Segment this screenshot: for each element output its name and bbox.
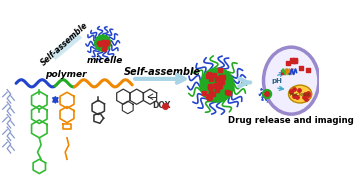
Point xyxy=(209,84,215,87)
Point xyxy=(208,91,214,94)
Point xyxy=(214,83,220,86)
Point xyxy=(201,92,207,95)
Point xyxy=(208,77,213,80)
Point xyxy=(207,72,212,75)
Point xyxy=(214,89,220,92)
Point xyxy=(291,87,297,90)
Text: Self-assemble: Self-assemble xyxy=(39,21,90,67)
Point xyxy=(298,67,304,70)
Point xyxy=(301,96,307,99)
Point xyxy=(104,42,110,45)
Point xyxy=(96,42,101,45)
Point xyxy=(302,92,308,95)
Text: polymer: polymer xyxy=(45,70,87,79)
Point xyxy=(292,94,298,97)
Point xyxy=(292,94,297,98)
Point xyxy=(97,43,102,46)
Point xyxy=(290,59,295,62)
Point xyxy=(101,40,106,43)
Text: DOX: DOX xyxy=(152,101,170,110)
Text: Drug release and imaging: Drug release and imaging xyxy=(228,116,354,125)
Point xyxy=(280,70,286,74)
Point xyxy=(305,68,311,71)
Point xyxy=(226,92,232,95)
Point xyxy=(218,76,223,79)
Point xyxy=(217,80,223,83)
Point xyxy=(217,69,223,72)
Point xyxy=(292,58,298,61)
Point xyxy=(213,83,219,86)
Point xyxy=(219,80,225,83)
Point xyxy=(288,91,294,94)
Point xyxy=(206,94,211,97)
Text: Self-assemble: Self-assemble xyxy=(124,67,201,77)
Point xyxy=(211,74,217,77)
Point xyxy=(296,89,302,92)
Point xyxy=(215,84,220,87)
Point xyxy=(100,42,105,45)
Point xyxy=(205,75,211,78)
Point xyxy=(102,43,108,46)
Circle shape xyxy=(95,35,111,51)
Point xyxy=(104,41,109,44)
Point xyxy=(295,95,300,98)
Ellipse shape xyxy=(288,85,312,103)
Point xyxy=(288,89,294,92)
Point xyxy=(215,83,220,86)
Point xyxy=(211,92,216,95)
Point xyxy=(220,77,225,80)
Ellipse shape xyxy=(263,47,319,114)
Point xyxy=(305,92,311,95)
Point xyxy=(285,61,291,64)
Point xyxy=(215,85,221,88)
Point xyxy=(217,85,223,88)
Point xyxy=(207,95,213,98)
Text: nucleus: nucleus xyxy=(290,91,310,97)
Point xyxy=(206,96,212,99)
Point xyxy=(215,77,220,80)
Point xyxy=(292,59,298,62)
Point xyxy=(290,60,296,63)
Point xyxy=(207,86,213,89)
Point xyxy=(101,48,107,51)
Point xyxy=(303,97,308,100)
Point xyxy=(220,75,226,78)
Polygon shape xyxy=(49,32,82,60)
Circle shape xyxy=(265,92,269,96)
Circle shape xyxy=(263,90,272,98)
Circle shape xyxy=(200,68,234,102)
Point xyxy=(305,93,311,96)
Point xyxy=(207,85,213,88)
Point xyxy=(162,104,168,107)
Text: pH: pH xyxy=(271,78,282,84)
Point xyxy=(215,77,220,80)
Point xyxy=(224,90,230,93)
Text: micelle: micelle xyxy=(86,56,123,65)
